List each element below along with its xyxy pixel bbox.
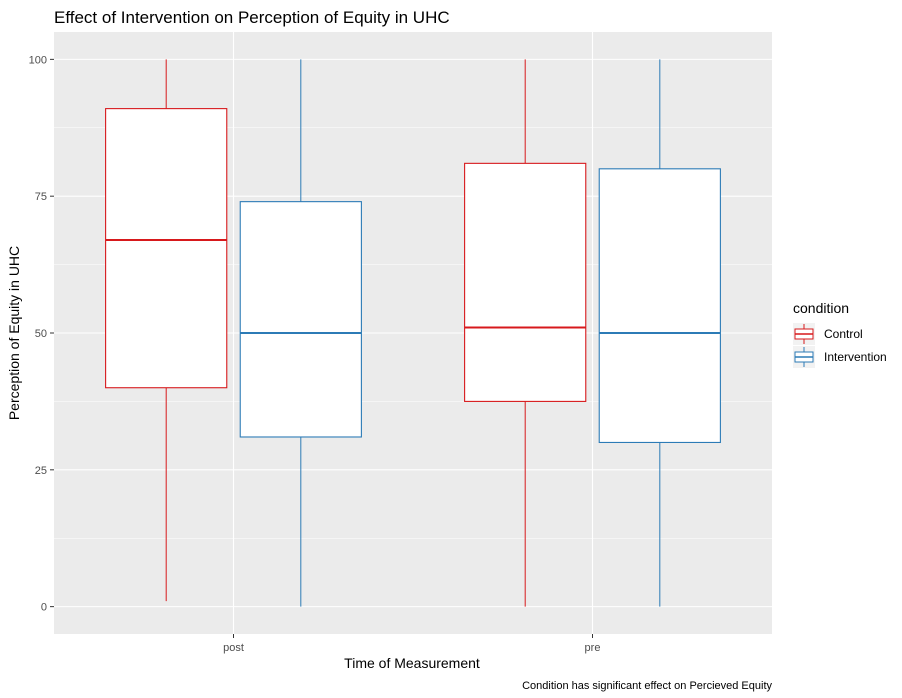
legend: condition Control Intervention xyxy=(793,300,887,368)
box-iqr xyxy=(464,162,587,402)
x-tick-label: pre xyxy=(585,642,601,654)
y-axis: 0 25 50 75 100 xyxy=(29,54,54,614)
y-tick-label: 25 xyxy=(35,465,47,477)
box-intervention-pre xyxy=(598,59,721,607)
box-iqr xyxy=(239,201,362,438)
box-iqr xyxy=(598,168,721,444)
legend-label-control: Control xyxy=(824,327,863,341)
chart-title: Effect of Intervention on Perception of … xyxy=(54,8,450,27)
legend-title: condition xyxy=(793,300,849,316)
x-axis: post pre xyxy=(223,634,600,654)
legend-label-intervention: Intervention xyxy=(824,350,887,364)
y-tick-label: 50 xyxy=(35,328,47,340)
box-iqr xyxy=(105,108,228,389)
x-axis-title: Time of Measurement xyxy=(344,655,480,671)
box-control-pre xyxy=(464,59,587,607)
box-intervention-post xyxy=(239,59,362,607)
legend-key-intervention xyxy=(793,346,815,368)
x-tick-label: post xyxy=(223,642,244,654)
boxes-layer xyxy=(105,59,721,607)
y-axis-title: Perception of Equity in UHC xyxy=(6,246,22,420)
y-tick-label: 0 xyxy=(41,602,47,614)
legend-key-control xyxy=(793,323,815,345)
chart-caption: Condition has significant effect on Perc… xyxy=(522,680,772,692)
box-control-post xyxy=(105,59,228,602)
y-tick-label: 75 xyxy=(35,191,47,203)
y-tick-label: 100 xyxy=(29,54,47,66)
